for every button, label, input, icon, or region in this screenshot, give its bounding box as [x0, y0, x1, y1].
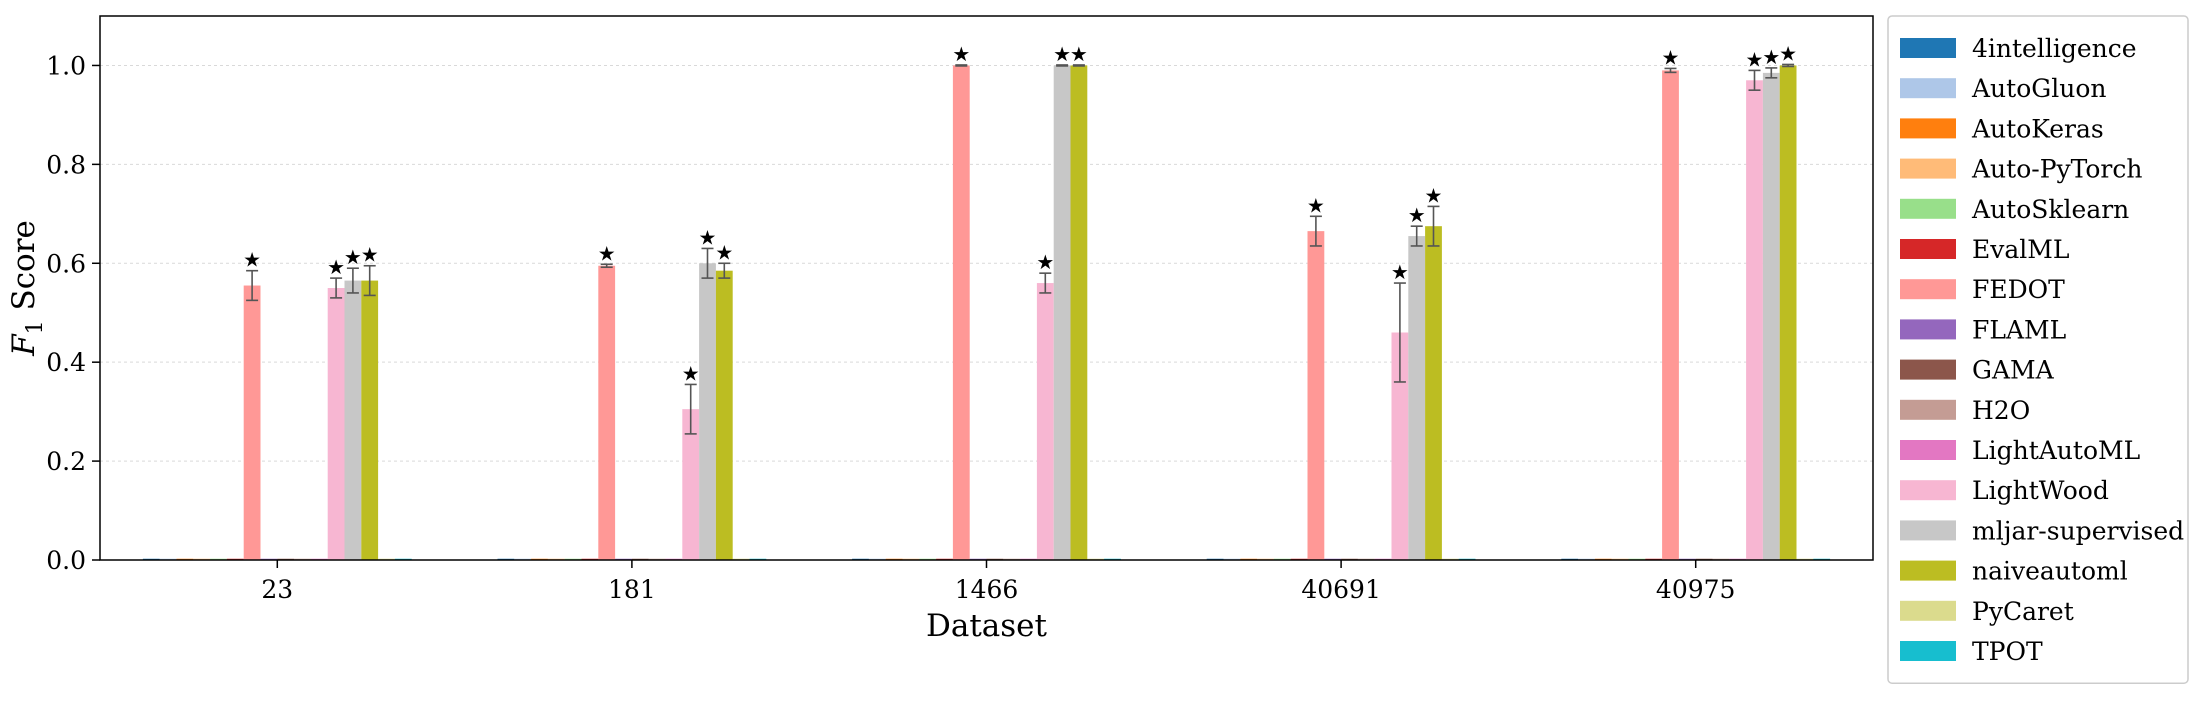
significance-marker: ★ [1391, 260, 1409, 284]
legend-swatch [1900, 600, 1956, 621]
bar [1662, 70, 1679, 561]
legend-label: H2O [1972, 396, 2030, 425]
significance-marker: ★ [1307, 193, 1325, 217]
significance-marker: ★ [327, 255, 345, 279]
bar [715, 270, 733, 560]
legend-label: GAMA [1972, 356, 2055, 385]
significance-marker: ★ [1779, 41, 1797, 65]
bar [1070, 65, 1088, 561]
bar [1425, 226, 1442, 560]
y-tick-label: 0.6 [46, 249, 86, 278]
legend-swatch [1900, 520, 1956, 541]
legend-label: Auto-PyTorch [1971, 155, 2142, 184]
bar [1408, 236, 1426, 560]
y-tick-label: 0.2 [46, 447, 86, 476]
significance-marker: ★ [1746, 47, 1764, 71]
significance-marker: ★ [1408, 203, 1426, 227]
y-axis-title-main: F [6, 333, 42, 357]
ticks-layer: 0.0 0.2 0.4 0.6 0.8 1.0 23 181 1466 40691 40975 [46, 51, 1735, 604]
legend-label: FEDOT [1972, 275, 2065, 304]
significance-marker: ★ [699, 225, 717, 249]
bar [1053, 65, 1071, 561]
significance-marker: ★ [682, 361, 700, 385]
legend-swatch [1900, 198, 1956, 219]
significance-marker: ★ [715, 240, 733, 264]
bar [598, 265, 616, 560]
legend-swatch [1900, 560, 1956, 581]
legend-swatch [1900, 78, 1956, 99]
legend-frame [1887, 15, 2189, 684]
legend-label: LightWood [1972, 476, 2109, 505]
legend-swatch [1900, 359, 1956, 380]
legend: 4intelligence AutoGluon AutoKeras Auto-PyTo… [1887, 15, 2189, 684]
x-tick-label: 181 [608, 575, 656, 604]
legend-swatch [1900, 319, 1956, 340]
legend-swatch [1900, 239, 1956, 259]
bar [1779, 65, 1797, 561]
legend-label: AutoKeras [1971, 114, 2104, 143]
y-axis-title-sub: 1 [23, 320, 48, 334]
bar [1746, 80, 1763, 561]
bar [1036, 283, 1054, 560]
significance-marker: ★ [1036, 250, 1054, 274]
x-axis-title: Dataset [926, 608, 1048, 644]
bar [1391, 332, 1409, 560]
legend-swatch [1900, 38, 1956, 58]
legend-swatch [1900, 158, 1956, 179]
y-tick-label: 0.8 [46, 150, 86, 179]
significance-marker: ★ [344, 245, 362, 269]
bar [1762, 72, 1780, 560]
legend-label: EvalML [1972, 235, 2069, 264]
significance-marker: ★ [952, 42, 970, 66]
x-tick-label: 40975 [1656, 575, 1736, 604]
legend-swatch [1900, 399, 1956, 420]
y-tick-label: 0.4 [46, 348, 86, 377]
legend-swatch [1900, 641, 1956, 661]
significance-marker: ★ [598, 241, 616, 265]
legend-label: AutoSklearn [1971, 195, 2129, 224]
legend-label: AutoGluon [1971, 74, 2106, 103]
error-bars-layer: ★ ★★★ ★★★★★★★★★★★★★ ★★★ [243, 41, 1797, 435]
legend-label: naiveautoml [1972, 557, 2128, 586]
legend-label: mljar-supervised [1972, 516, 2184, 545]
legend-swatch [1900, 118, 1956, 139]
bar [952, 65, 970, 561]
bar [682, 409, 700, 560]
significance-marker: ★ [1053, 42, 1071, 66]
significance-marker: ★ [1762, 45, 1780, 69]
legend-swatch [1900, 279, 1956, 300]
significance-marker: ★ [1070, 42, 1088, 66]
legend-swatch [1900, 480, 1956, 501]
significance-marker: ★ [243, 248, 261, 272]
legend-label: FLAML [1972, 315, 2066, 344]
bar [1307, 231, 1325, 561]
y-axis-title-rest: Score [6, 220, 42, 320]
bar [327, 288, 345, 560]
y-axis-title: F1 Score [6, 220, 48, 357]
legend-label: 4intelligence [1972, 34, 2137, 63]
legend-swatch [1900, 440, 1956, 460]
y-tick-label: 0.0 [46, 546, 86, 575]
bar [344, 280, 362, 560]
legend-label: LightAutoML [1972, 436, 2140, 465]
bar [243, 285, 261, 560]
legend-label: PyCaret [1972, 597, 2074, 626]
bar [699, 263, 716, 560]
y-tick-label: 1.0 [46, 51, 86, 80]
significance-marker: ★ [361, 243, 379, 267]
significance-marker: ★ [1425, 183, 1443, 207]
x-tick-label: 1466 [955, 575, 1019, 604]
x-tick-label: 40691 [1301, 575, 1381, 604]
legend-label: TPOT [1972, 637, 2043, 666]
bars-layer [142, 65, 1831, 561]
bar [361, 280, 379, 560]
significance-marker: ★ [1662, 45, 1680, 69]
grid-layer [100, 64, 1873, 462]
x-tick-label: 23 [261, 575, 293, 604]
